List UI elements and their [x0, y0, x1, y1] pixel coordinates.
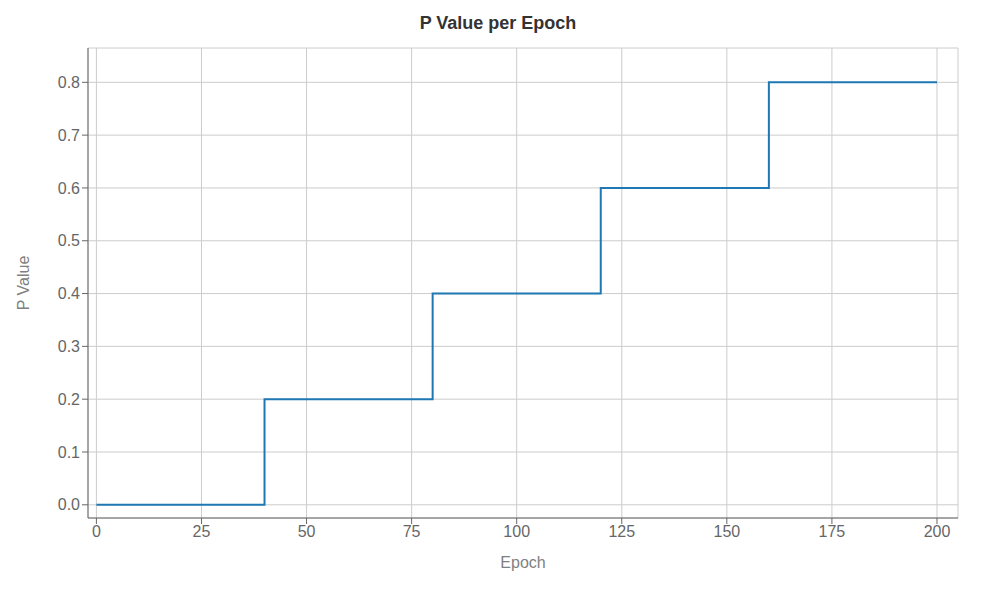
- svg-text:100: 100: [503, 523, 530, 540]
- svg-text:0.6: 0.6: [58, 180, 80, 197]
- svg-text:50: 50: [298, 523, 316, 540]
- svg-text:0.0: 0.0: [58, 496, 80, 513]
- svg-text:200: 200: [924, 523, 951, 540]
- svg-text:0.2: 0.2: [58, 391, 80, 408]
- svg-text:175: 175: [819, 523, 846, 540]
- svg-text:150: 150: [713, 523, 740, 540]
- svg-text:75: 75: [403, 523, 421, 540]
- svg-text:0.1: 0.1: [58, 444, 80, 461]
- html-text:P Value per Epoch: P Value per Epoch: [419, 13, 577, 33]
- svg-text:0.3: 0.3: [58, 338, 80, 355]
- svg-text:Epoch: Epoch: [500, 554, 545, 571]
- svg-text:125: 125: [608, 523, 635, 540]
- svg-text:25: 25: [193, 523, 211, 540]
- svg-text:0.8: 0.8: [58, 74, 80, 91]
- svg-text:0.4: 0.4: [58, 285, 80, 302]
- svg-text:0: 0: [92, 523, 101, 540]
- svg-text:0.5: 0.5: [58, 232, 80, 249]
- svg-text:P Value: P Value: [15, 256, 32, 311]
- svg-text:0.7: 0.7: [58, 127, 80, 144]
